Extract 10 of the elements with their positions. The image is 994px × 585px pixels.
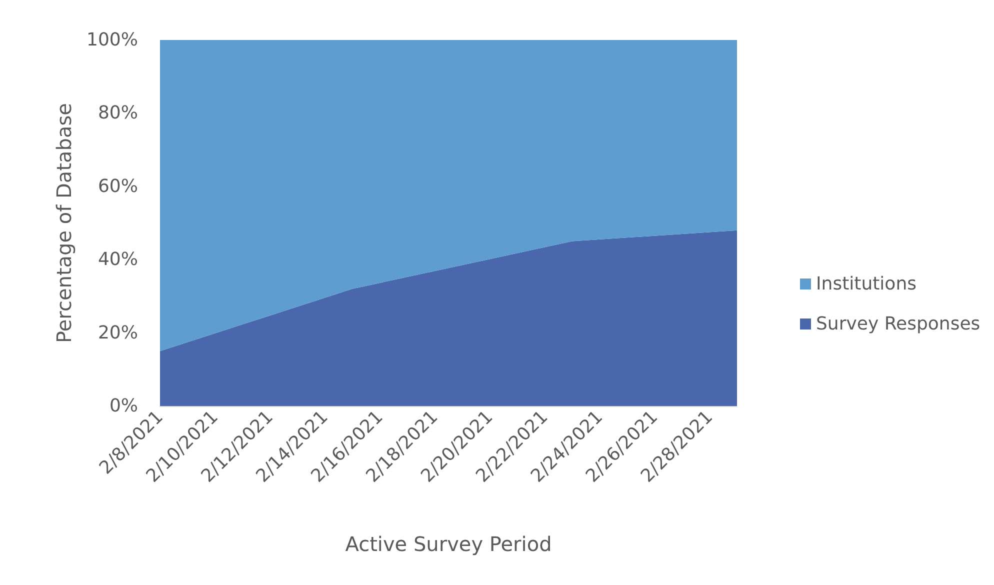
legend-label: Institutions — [816, 274, 916, 294]
y-axis-title: Percentage of Database — [52, 103, 76, 343]
y-tick-label: 100% — [86, 30, 138, 50]
y-tick-label: 80% — [98, 102, 138, 124]
y-tick-label: 20% — [98, 322, 138, 344]
x-axis-title: Active Survey Period — [345, 532, 552, 556]
y-tick-label: 40% — [98, 249, 138, 270]
y-tick-label: 60% — [98, 176, 138, 197]
y-tick-label: 0% — [109, 396, 138, 416]
legend-label: Survey Responses — [816, 314, 980, 334]
